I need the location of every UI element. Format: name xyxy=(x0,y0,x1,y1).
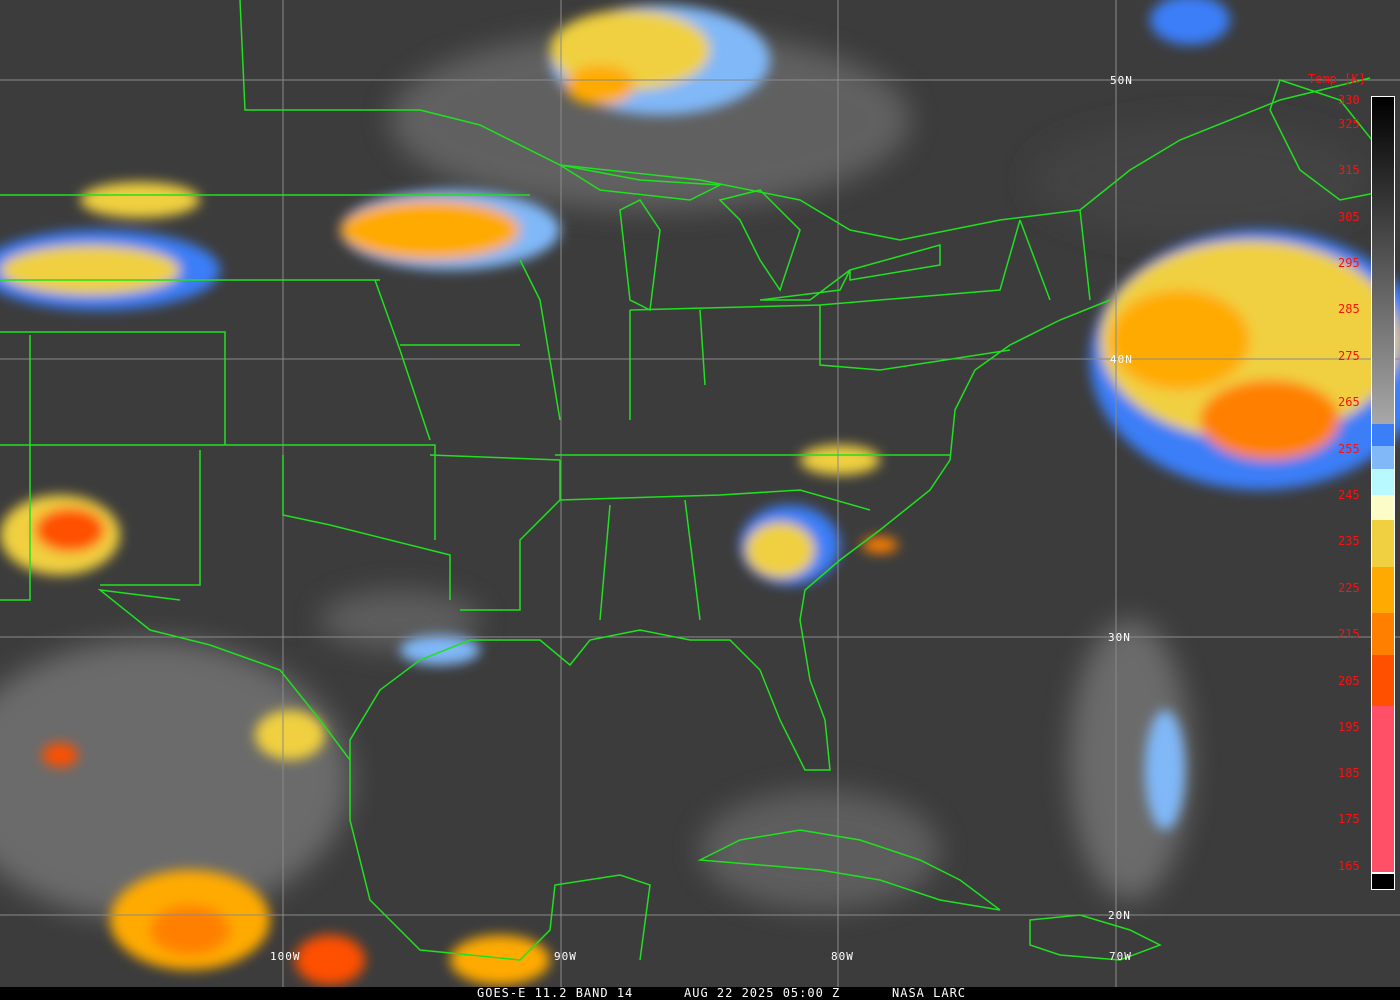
great-lakes xyxy=(559,164,941,312)
colorbar-tick-label: 330 xyxy=(1338,93,1360,107)
colorbar-segment xyxy=(1372,706,1394,872)
colorbar-tick-label: 225 xyxy=(1338,581,1360,595)
colorbar-segment xyxy=(1372,655,1394,706)
lon-label-80w: 80W xyxy=(831,950,854,963)
colorbar-tick-label: 165 xyxy=(1338,859,1360,873)
colorbar-tick-label: 215 xyxy=(1338,627,1360,641)
colorbar-divider xyxy=(1372,872,1394,874)
coastline xyxy=(349,299,1111,961)
lat-label-50n: 50N xyxy=(1110,74,1133,87)
colorbar-tick-label: 185 xyxy=(1338,766,1360,780)
colorbar-tick-label: 285 xyxy=(1338,302,1360,316)
colorbar-tick-label: 255 xyxy=(1338,442,1360,456)
state-lines xyxy=(0,194,1091,761)
colorbar-segment xyxy=(1372,469,1394,495)
colorbar-tick-label: 245 xyxy=(1338,488,1360,502)
colorbar-title: Temp [K] xyxy=(1308,72,1366,86)
colorbar-tick-label: 265 xyxy=(1338,395,1360,409)
colorbar-tick-label: 275 xyxy=(1338,349,1360,363)
colorbar-segment xyxy=(1372,424,1394,446)
lat-label-30n: 30N xyxy=(1108,631,1131,644)
colorbar-gray-ramp xyxy=(1372,97,1394,424)
caption-credit: NASA LARC xyxy=(892,986,967,1000)
caption-datetime: AUG 22 2025 05:00 Z xyxy=(684,986,841,1000)
colorbar-tick-label: 315 xyxy=(1338,163,1360,177)
boundaries xyxy=(0,0,1391,961)
colorbar-tick-label: 195 xyxy=(1338,720,1360,734)
cuba xyxy=(697,829,1001,911)
colorbar-tick-label: 175 xyxy=(1338,812,1360,826)
colorbar-tick-label: 235 xyxy=(1338,534,1360,548)
colorbar-tick-label: 295 xyxy=(1338,256,1360,270)
caption-bar: GOES-E 11.2 BAND 14 AUG 22 2025 05:00 Z … xyxy=(0,987,1400,1000)
colorbar-segment xyxy=(1372,495,1394,520)
caption-satellite: GOES-E 11.2 BAND 14 xyxy=(477,986,634,1000)
colorbar-tick-label: 325 xyxy=(1338,117,1360,131)
lon-label-70w: 70W xyxy=(1109,950,1132,963)
colorbar-segment xyxy=(1372,446,1394,469)
lon-label-90w: 90W xyxy=(554,950,577,963)
colorbar-segment xyxy=(1372,613,1394,655)
lat-label-40n: 40N xyxy=(1110,353,1133,366)
temperature-colorbar xyxy=(1371,96,1395,890)
canada-us-border xyxy=(239,0,1371,241)
colorbar-tick-label: 205 xyxy=(1338,674,1360,688)
colorbar-segment xyxy=(1372,520,1394,567)
hispaniola xyxy=(1029,914,1162,961)
colorbar-tick-label: 305 xyxy=(1338,210,1360,224)
colorbar-segment xyxy=(1372,567,1394,613)
lat-label-20n: 20N xyxy=(1108,909,1131,922)
lon-label-100w: 100W xyxy=(270,950,301,963)
